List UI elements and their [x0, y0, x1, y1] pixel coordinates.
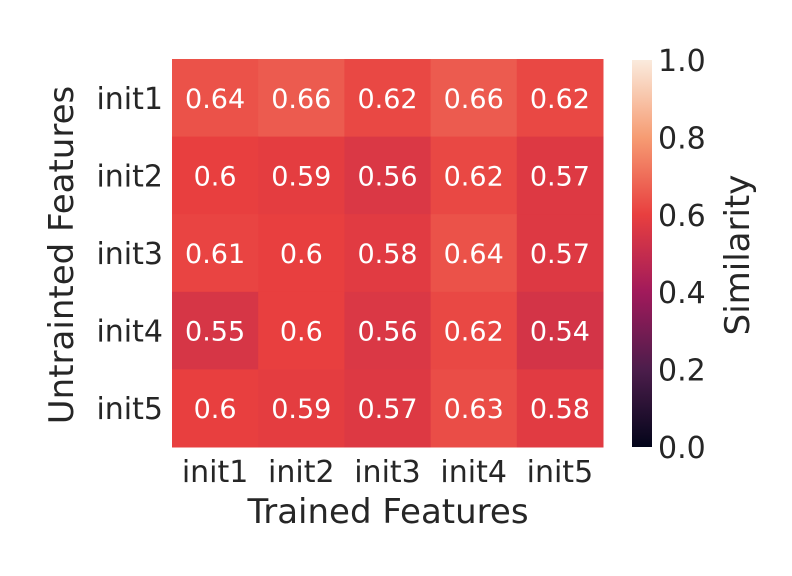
- cell-value-label: 0.59: [271, 161, 331, 192]
- heatmap-cell: [172, 59, 259, 138]
- colorbar-tick-labels: 0.0 0.2 0.4 0.6 0.8 1.0: [658, 44, 706, 466]
- heatmap-cell-labels: 0.64 0.66 0.62 0.66 0.62 0.6 0.59 0.56 0.62 0.57 0…: [185, 84, 590, 425]
- heatmap-cell: [516, 214, 604, 293]
- y-axis-title: Untrainted Features: [42, 86, 82, 424]
- cell-value-label: 0.66: [444, 84, 504, 115]
- cell-value-label: 0.62: [444, 161, 504, 192]
- heatmap-cell: [172, 136, 259, 215]
- colorbar-tick-label: 0.2: [658, 354, 706, 389]
- colorbar-title: Similarity: [718, 175, 758, 336]
- colorbar-tick-label: 0.4: [658, 276, 706, 311]
- heatmap-cell: [258, 369, 345, 448]
- cell-value-label: 0.58: [530, 394, 590, 425]
- heatmap-cell: [344, 136, 432, 215]
- y-tick-labels: init1 init2 init3 init4 init5: [96, 82, 163, 427]
- heatmap-cell: [344, 369, 432, 448]
- x-tick-label: init1: [182, 455, 249, 490]
- cell-value-label: 0.57: [530, 161, 590, 192]
- cell-value-label: 0.62: [444, 317, 504, 348]
- cell-value-label: 0.57: [530, 239, 590, 270]
- x-tick-label: init3: [354, 455, 421, 490]
- cell-value-label: 0.57: [357, 394, 417, 425]
- heatmap-cell: [344, 59, 432, 138]
- heatmap-cell: [516, 291, 604, 370]
- y-tick-label: init1: [96, 82, 163, 117]
- x-axis-title: Trained Features: [246, 492, 528, 532]
- x-tick-label: init5: [527, 455, 594, 490]
- heatmap-cell: [516, 136, 604, 215]
- cell-value-label: 0.63: [444, 394, 504, 425]
- colorbar-gradient: [632, 60, 652, 447]
- colorbar-tick-label: 0.6: [658, 199, 706, 234]
- y-tick-label: init5: [96, 392, 163, 427]
- cell-value-label: 0.55: [185, 317, 245, 348]
- heatmap-cell: [258, 214, 345, 293]
- heatmap-cell: [516, 59, 604, 138]
- heatmap-cell: [344, 214, 432, 293]
- cell-value-label: 0.62: [530, 84, 590, 115]
- colorbar-tick-label: 1.0: [658, 44, 706, 79]
- heatmap-cell: [516, 369, 604, 448]
- heatmap-cell: [430, 291, 518, 370]
- heatmap-cell: [258, 136, 345, 215]
- heatmap-cell: [172, 291, 259, 370]
- cell-value-label: 0.6: [280, 317, 323, 348]
- cell-value-label: 0.56: [357, 161, 417, 192]
- heatmap-cells: [172, 59, 604, 448]
- cell-value-label: 0.59: [271, 394, 331, 425]
- heatmap-cell: [172, 369, 259, 448]
- cell-value-label: 0.6: [194, 394, 237, 425]
- x-tick-labels: init1 init2 init3 init4 init5: [182, 455, 593, 490]
- heatmap-cell: [172, 214, 259, 293]
- heatmap-cell: [258, 291, 345, 370]
- cell-value-label: 0.56: [357, 317, 417, 348]
- cell-value-label: 0.66: [271, 84, 331, 115]
- heatmap-cell: [430, 369, 518, 448]
- colorbar: 0.0 0.2 0.4 0.6 0.8 1.0 Similarity: [632, 44, 758, 466]
- colorbar-tick-label: 0.8: [658, 121, 706, 156]
- colorbar-tick-label: 0.0: [658, 431, 706, 466]
- cell-value-label: 0.64: [185, 84, 245, 115]
- cell-value-label: 0.64: [444, 239, 504, 270]
- heatmap-cell: [258, 59, 345, 138]
- x-tick-label: init4: [440, 455, 507, 490]
- heatmap-cell: [430, 59, 518, 138]
- heatmap-cell: [430, 214, 518, 293]
- y-tick-label: init2: [96, 159, 163, 194]
- heatmap-cell: [430, 136, 518, 215]
- y-tick-label: init4: [96, 315, 163, 350]
- x-tick-label: init2: [268, 455, 335, 490]
- cell-value-label: 0.6: [280, 239, 323, 270]
- heatmap-cell: [344, 291, 432, 370]
- cell-value-label: 0.6: [194, 161, 237, 192]
- y-tick-label: init3: [96, 237, 163, 272]
- cell-value-label: 0.54: [530, 317, 590, 348]
- cell-value-label: 0.58: [357, 239, 417, 270]
- cell-value-label: 0.62: [357, 84, 417, 115]
- cell-value-label: 0.61: [185, 239, 245, 270]
